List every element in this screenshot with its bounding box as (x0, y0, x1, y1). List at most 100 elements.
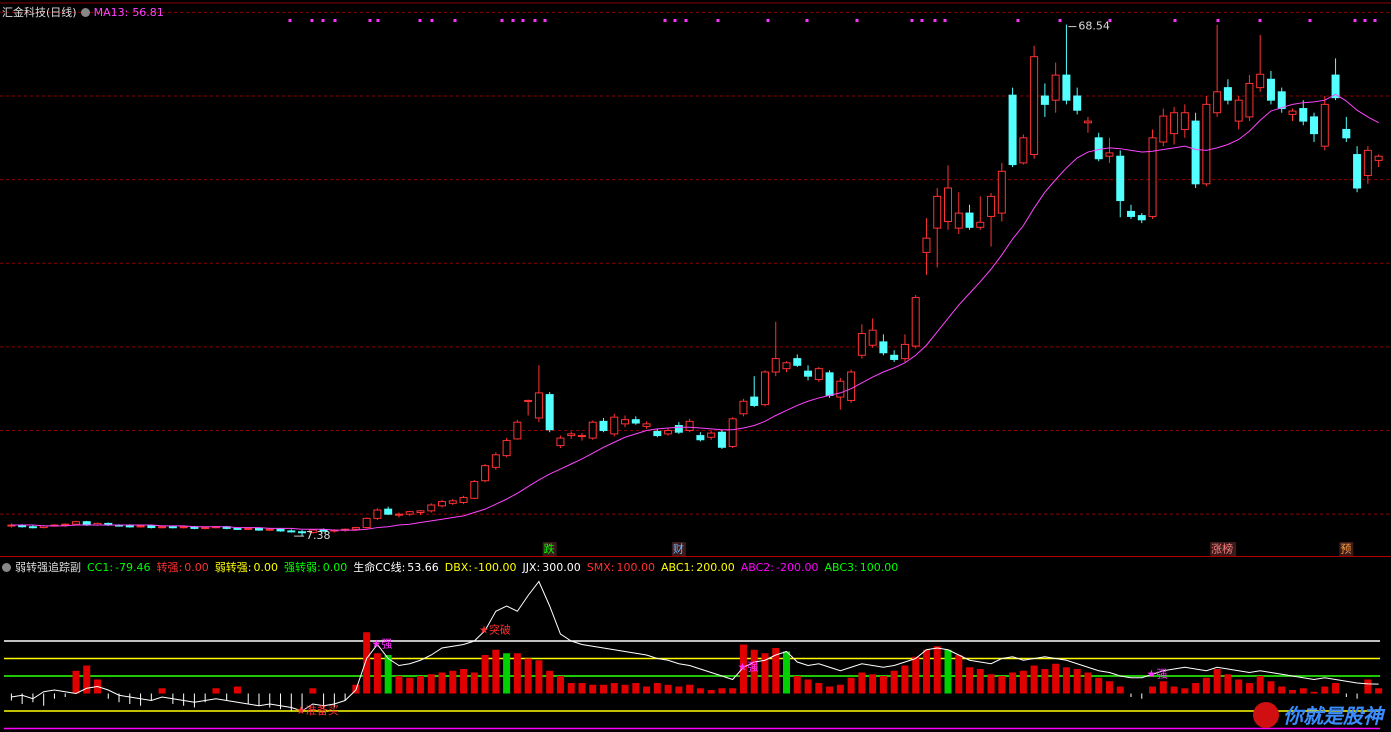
indicator-bar (1310, 691, 1318, 694)
candle-body (481, 465, 490, 482)
top-dot (418, 19, 422, 22)
indicator-bar (481, 655, 489, 694)
indicator-bar (922, 649, 930, 694)
indicator-bar (826, 686, 834, 694)
top-dot (855, 19, 859, 22)
settings-icon[interactable] (2, 562, 11, 572)
indicator-bar (546, 670, 554, 694)
top-dot (333, 19, 337, 22)
candle-body (1073, 95, 1082, 111)
ma-name: MA13: (93, 5, 129, 19)
top-dot (673, 19, 677, 22)
candle-body (1180, 112, 1189, 130)
candle-body (244, 527, 253, 530)
ma-line (11, 93, 1379, 531)
indicator-bar (610, 683, 618, 694)
candle-body (448, 500, 457, 504)
candle-body (1299, 108, 1308, 122)
event-label: 财 (673, 542, 684, 556)
indicator-bar (449, 670, 457, 694)
candle-body (976, 221, 985, 228)
candle-body (470, 481, 479, 499)
top-dot (500, 19, 504, 22)
top-dot (1216, 19, 1220, 22)
legend-name: 转强: (156, 561, 183, 574)
event-box (542, 542, 557, 556)
candle-body (502, 440, 511, 457)
top-dot (920, 19, 924, 22)
candle-body (1202, 103, 1211, 185)
indicator-bar (998, 676, 1006, 694)
candle-body (416, 510, 425, 514)
legend-value: 100.00 (859, 560, 899, 574)
top-dot (533, 19, 537, 22)
top-dot (376, 19, 380, 22)
candle-body (438, 501, 447, 507)
candle-body (588, 421, 597, 439)
indicator-bar (1019, 670, 1027, 694)
top-dot (1016, 19, 1020, 22)
top-dot (1373, 19, 1377, 22)
candle-body (158, 526, 167, 529)
candle-body (1277, 91, 1286, 110)
legend-value: -100.00 (474, 560, 517, 574)
indicator-bar (976, 669, 984, 694)
indicator-bar (879, 676, 887, 694)
candle-body (954, 212, 963, 229)
settings-icon[interactable] (80, 7, 90, 17)
indicator-bar (621, 684, 629, 694)
indicator-bar (1159, 681, 1167, 694)
candle-body (750, 396, 759, 406)
top-dot (716, 19, 720, 22)
candle-body (1051, 74, 1060, 101)
legend-value: -79.46 (115, 560, 151, 574)
candle-body (491, 454, 500, 468)
indicator-bar (1278, 686, 1286, 694)
top-dot (543, 19, 547, 22)
candle-body (707, 432, 716, 438)
signal-label: ★强 (1147, 667, 1168, 680)
candle-body (556, 437, 565, 447)
candle-body (728, 418, 737, 447)
indicator-bar (460, 669, 468, 694)
top-dot (1308, 19, 1312, 22)
candle-body (351, 527, 360, 530)
signal-label: ★强 (737, 660, 758, 673)
signal-label: ★突破 (479, 623, 511, 637)
indicator-bar (858, 672, 866, 694)
candle-body (1094, 137, 1103, 160)
legend-value: 53.66 (407, 560, 439, 574)
indicator-bar (739, 644, 747, 694)
legend-value: 0.00 (184, 560, 209, 574)
candle-body (997, 170, 1006, 214)
candle-body (459, 496, 468, 503)
legend-value: 200.00 (696, 560, 735, 574)
candle-body (28, 526, 37, 529)
indicator-bar (1009, 672, 1017, 694)
candle-body (298, 531, 307, 534)
legend-value: 0.00 (253, 560, 278, 574)
candle-body (793, 358, 802, 366)
indicator-bar (1170, 686, 1178, 694)
indicator-bar (1052, 663, 1060, 694)
candle-body (760, 371, 769, 406)
candle-body (653, 430, 662, 437)
indicator-bar (1084, 672, 1092, 694)
indicator-bar (1073, 669, 1081, 694)
candle-body (1170, 112, 1179, 135)
indicator-bar (513, 653, 521, 694)
candle-body (308, 529, 317, 534)
candle-body (71, 521, 80, 525)
indicator-bar (1062, 667, 1070, 694)
candle-body (771, 358, 780, 373)
watermark: 你就是股神 (1253, 700, 1383, 729)
indicator-bar (696, 688, 704, 694)
indicator-bar (1235, 679, 1243, 694)
candle-body (1148, 137, 1157, 217)
indicator-bar (363, 632, 371, 694)
candle-body (82, 521, 91, 526)
indicator-bar (492, 649, 500, 694)
candle-body (900, 343, 909, 360)
top-dot (1353, 19, 1357, 22)
